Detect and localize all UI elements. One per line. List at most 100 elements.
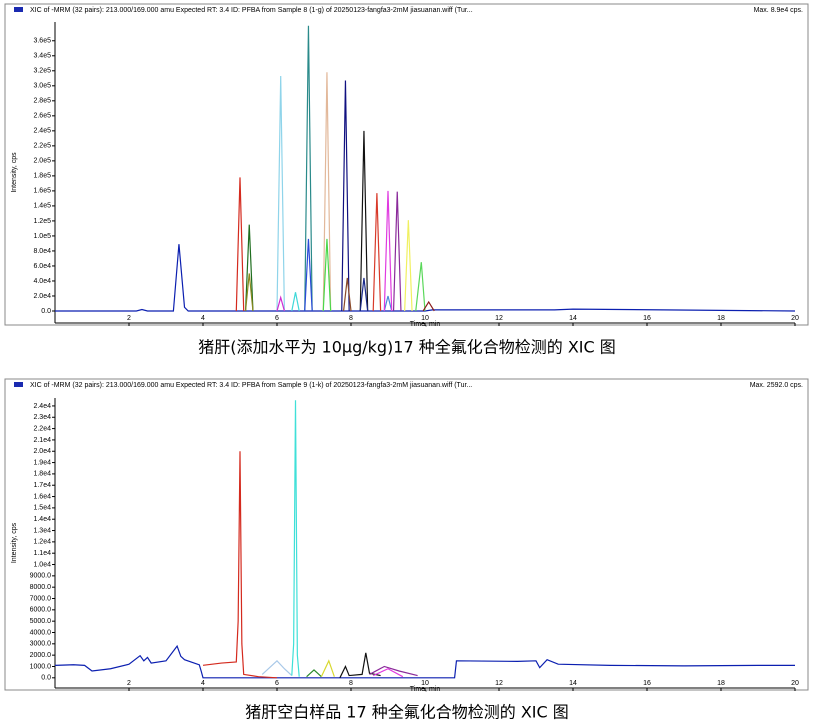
panel-frame [4,3,809,326]
x-tick-label: 6 [275,680,279,687]
x-tick-label: 10 [421,680,429,687]
y-tick-label: 2.1e4 [33,437,51,444]
y-tick-label: 0.0 [41,675,51,682]
y-tick-label: 2.6e5 [33,113,51,120]
trace [55,244,796,312]
y-tick-label: 1.5e4 [33,505,51,512]
trace [383,190,393,312]
chart-header: XIC of -MRM (32 pairs): 213.000/169.000 … [30,382,472,389]
y-tick-label: 1000.0 [30,663,52,670]
trace [276,295,285,312]
y-axis-label: Intensity, cps [11,152,18,193]
x-tick-label: 14 [569,680,577,687]
max-label: Max. 8.9e4 cps. [754,7,803,14]
y-tick-label: 1.0e4 [33,561,51,568]
x-axis-label: Time, min [410,686,441,693]
y-tick-label: 1.3e4 [33,527,51,534]
y-tick-label: 1.8e4 [33,471,51,478]
x-tick-label: 12 [495,315,503,322]
trace [322,72,332,311]
y-tick-label: 1.7e4 [33,482,51,489]
trace [372,668,404,678]
y-tick-label: 1.8e5 [33,173,51,180]
trace [369,665,418,677]
caption: 猪肝空白样品 17 种全氟化合物检测的 XIC 图 [245,703,569,722]
x-tick-label: 8 [349,680,353,687]
y-tick-label: 8000.0 [30,584,52,591]
trace [341,80,350,311]
y-tick-label: 1.1e4 [33,550,51,557]
trace [359,277,369,312]
trace [291,400,300,677]
x-tick-label: 8 [349,315,353,322]
y-tick-label: 1.9e4 [33,459,51,466]
x-tick-label: 20 [791,315,799,322]
x-tick-label: 4 [201,315,205,322]
x-tick-label: 20 [791,680,799,687]
y-tick-label: 6.0e4 [33,263,51,270]
x-tick-label: 18 [717,315,725,322]
y-tick-label: 3.0e5 [33,83,51,90]
y-tick-label: 2.0e4 [33,293,51,300]
y-tick-label: 5000.0 [30,618,52,625]
y-tick-label: 9000.0 [30,573,52,580]
y-tick-label: 1.6e4 [33,493,51,500]
max-label: Max. 2592.0 cps. [750,382,803,389]
y-tick-label: 2.8e5 [33,98,51,105]
y-tick-label: 2.2e4 [33,425,51,432]
x-tick-label: 16 [643,680,651,687]
trace [415,262,426,312]
trace [359,130,369,312]
y-tick-label: 1.2e4 [33,539,51,546]
y-tick-label: 1.4e4 [33,516,51,523]
y-tick-label: 7000.0 [30,595,52,602]
trace [306,669,322,678]
x-tick-label: 6 [275,315,279,322]
trace [244,224,254,312]
y-axis-label: Intensity, cps [11,522,18,563]
trace [422,300,435,312]
x-tick-label: 16 [643,315,651,322]
y-tick-label: 1.6e5 [33,188,51,195]
trace [202,451,278,679]
y-tick-label: 1.2e5 [33,218,51,225]
trace [343,277,352,312]
panel-icon [14,7,23,12]
trace [383,295,393,312]
trace [291,292,300,312]
trace [339,652,381,679]
x-tick-label: 12 [495,680,503,687]
trace [304,25,313,311]
y-tick-label: 0.0 [41,308,51,315]
y-tick-label: 3.2e5 [33,68,51,75]
trace [276,76,285,311]
y-tick-label: 8.0e4 [33,248,51,255]
y-tick-label: 2.0e4 [33,448,51,455]
trace [320,659,335,677]
caption: 猪肝(添加水平为 10μg/kg)17 种全氟化合物检测的 XIC 图 [198,338,616,357]
y-tick-label: 4.0e4 [33,278,51,285]
trace [322,238,332,312]
y-tick-label: 3000.0 [30,641,52,648]
trace [392,191,402,312]
y-tick-label: 2.4e4 [33,403,51,410]
trace [235,177,245,312]
x-tick-label: 14 [569,315,577,322]
panel-icon [14,382,23,387]
trace [404,220,413,312]
y-tick-label: 3.6e5 [33,38,51,45]
y-tick-label: 6000.0 [30,607,52,614]
y-tick-label: 1.0e5 [33,233,51,240]
y-tick-label: 2000.0 [30,652,52,659]
trace [54,644,795,679]
panel-frame [4,378,809,691]
x-tick-label: 18 [717,680,725,687]
chart-header: XIC of -MRM (32 pairs): 213.000/169.000 … [30,7,473,14]
x-tick-label: 10 [421,315,429,322]
trace [372,193,382,312]
y-tick-label: 2.2e5 [33,143,51,150]
y-tick-label: 2.3e4 [33,414,51,421]
x-axis-label: Time, min [410,321,441,328]
y-tick-label: 4000.0 [30,629,52,636]
